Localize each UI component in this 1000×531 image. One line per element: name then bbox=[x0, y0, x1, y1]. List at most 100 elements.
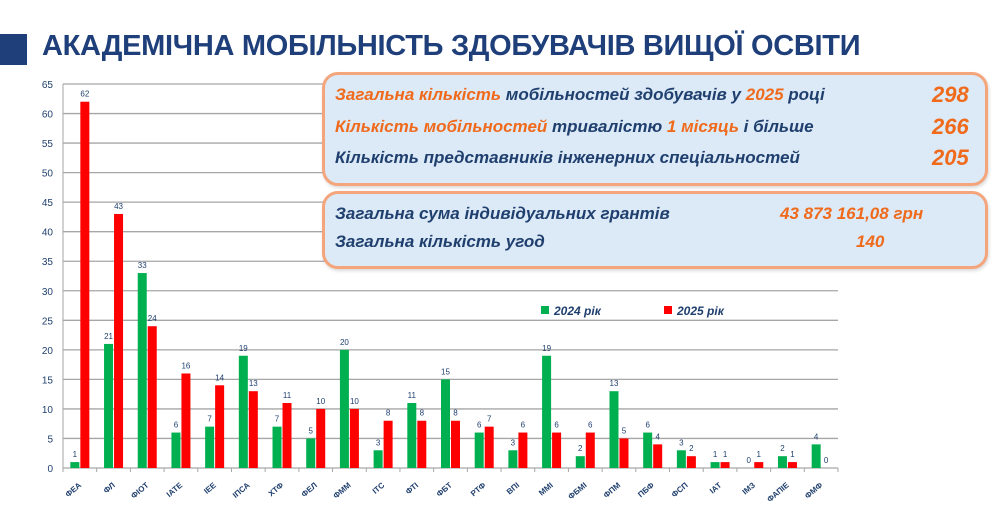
data-label: 10 bbox=[316, 397, 325, 406]
bar-2024 bbox=[339, 349, 349, 468]
bar-2024 bbox=[205, 426, 215, 468]
bar-2024 bbox=[407, 403, 417, 468]
legend-label: 2025 рік bbox=[676, 304, 725, 318]
bar-2024 bbox=[777, 456, 787, 468]
legend-swatch bbox=[541, 306, 549, 314]
grants-box: Загальна сума індивідуальних грантів 43 … bbox=[322, 191, 988, 269]
y-tick-label: 55 bbox=[42, 139, 54, 150]
x-tick-label: ФМФ bbox=[803, 481, 824, 501]
data-label: 6 bbox=[477, 421, 482, 430]
bar-2025 bbox=[316, 408, 326, 468]
data-label: 4 bbox=[655, 432, 660, 441]
bar-2025 bbox=[147, 326, 157, 468]
bar-2025 bbox=[114, 213, 124, 468]
page-title: АКАДЕМІЧНА МОБІЛЬНІСТЬ ЗДОБУВАЧІВ ВИЩОЇ … bbox=[42, 30, 861, 62]
summary-row-engineering: Кількість представників інженерних спеці… bbox=[335, 148, 800, 168]
data-label: 6 bbox=[645, 421, 650, 430]
y-tick-label: 45 bbox=[42, 198, 54, 209]
x-tick-label: ХТФ bbox=[267, 481, 286, 499]
x-tick-label: ІТС bbox=[371, 480, 387, 495]
x-tick-label: ФБТ bbox=[435, 481, 454, 499]
data-label: 3 bbox=[511, 438, 516, 447]
bar-2024 bbox=[811, 444, 821, 468]
summary-text: мобільностей здобувачів у bbox=[501, 85, 746, 104]
bar-2025 bbox=[417, 420, 427, 468]
data-label: 6 bbox=[554, 421, 559, 430]
y-tick-label: 40 bbox=[42, 228, 54, 239]
summary-value-long: 266 bbox=[932, 114, 969, 139]
bar-2025 bbox=[282, 403, 292, 468]
bar-2024 bbox=[575, 456, 585, 468]
summary-box: Загальна кількість мобільностей здобувач… bbox=[322, 72, 988, 186]
y-tick-label: 30 bbox=[42, 287, 54, 298]
bar-2024 bbox=[542, 355, 552, 468]
data-label: 14 bbox=[215, 373, 224, 382]
data-label: 4 bbox=[814, 432, 819, 441]
data-label: 7 bbox=[275, 415, 280, 424]
data-label: 24 bbox=[148, 314, 157, 323]
data-label: 0 bbox=[824, 456, 829, 465]
data-label: 11 bbox=[408, 391, 417, 400]
data-label: 1 bbox=[790, 450, 795, 459]
data-label: 2 bbox=[578, 444, 583, 453]
bar-2025 bbox=[181, 373, 191, 468]
y-tick-label: 5 bbox=[47, 434, 53, 445]
bar-2025 bbox=[215, 385, 225, 468]
bar-2024 bbox=[474, 432, 484, 468]
y-tick-label: 10 bbox=[42, 405, 54, 416]
data-label: 0 bbox=[747, 456, 752, 465]
data-label: 19 bbox=[542, 344, 551, 353]
data-label: 20 bbox=[340, 338, 349, 347]
data-label: 10 bbox=[350, 397, 359, 406]
summary-row-long: Кількість мобільностей тривалістю 1 міся… bbox=[335, 117, 814, 137]
legend-label: 2024 рік bbox=[553, 304, 602, 318]
bar-2024 bbox=[643, 432, 653, 468]
bar-2025 bbox=[585, 432, 595, 468]
data-label: 1 bbox=[757, 450, 762, 459]
data-label: 5 bbox=[622, 426, 627, 435]
x-tick-label: ІПСА bbox=[231, 480, 252, 499]
grants-value-count: 140 bbox=[856, 232, 885, 251]
x-tick-label: ІЕЕ bbox=[202, 480, 218, 496]
x-tick-label: ІМЗ bbox=[741, 481, 757, 497]
bar-2025 bbox=[686, 456, 696, 468]
bar-2025 bbox=[451, 420, 460, 468]
bar-2025 bbox=[653, 444, 663, 468]
y-tick-label: 35 bbox=[42, 257, 54, 268]
summary-text: Кількість представників інженерних спеці… bbox=[335, 148, 800, 167]
bar-2024 bbox=[272, 426, 282, 468]
data-label: 3 bbox=[679, 438, 684, 447]
grants-label-sum: Загальна сума індивідуальних грантів bbox=[335, 204, 670, 223]
y-tick-label: 20 bbox=[42, 346, 54, 357]
bar-2025 bbox=[349, 408, 359, 468]
data-label: 13 bbox=[249, 379, 258, 388]
summary-text: 2025 bbox=[745, 85, 784, 104]
bar-2025 bbox=[484, 426, 494, 468]
data-label: 1 bbox=[73, 450, 78, 459]
data-label: 7 bbox=[207, 415, 212, 424]
title-accent-square bbox=[0, 34, 27, 65]
data-label: 21 bbox=[104, 332, 113, 341]
data-label: 7 bbox=[487, 415, 492, 424]
data-label: 11 bbox=[283, 391, 292, 400]
x-tick-label: ІАТЕ bbox=[165, 480, 185, 499]
data-label: 1 bbox=[723, 450, 728, 459]
x-tick-label: РТФ bbox=[469, 481, 488, 499]
x-tick-label: ФПМ bbox=[602, 480, 623, 499]
data-label: 8 bbox=[420, 409, 425, 418]
x-tick-label: ФБМІ bbox=[566, 481, 588, 502]
bar-2024 bbox=[710, 462, 720, 468]
summary-text: і більше bbox=[738, 117, 814, 136]
bar-2025 bbox=[383, 420, 393, 468]
grants-value-sum: 43 873 161,08 грн bbox=[780, 204, 924, 223]
data-label: 2 bbox=[780, 444, 785, 453]
data-label: 16 bbox=[181, 361, 190, 370]
x-tick-label: ФАПІЕ bbox=[765, 480, 791, 504]
data-label: 15 bbox=[441, 367, 450, 376]
data-label: 2 bbox=[689, 444, 694, 453]
x-tick-label: ІАТ bbox=[708, 481, 723, 496]
bar-2025 bbox=[248, 391, 258, 468]
y-tick-label: 0 bbox=[47, 464, 53, 475]
bar-2024 bbox=[171, 432, 181, 468]
data-label: 43 bbox=[114, 202, 123, 211]
